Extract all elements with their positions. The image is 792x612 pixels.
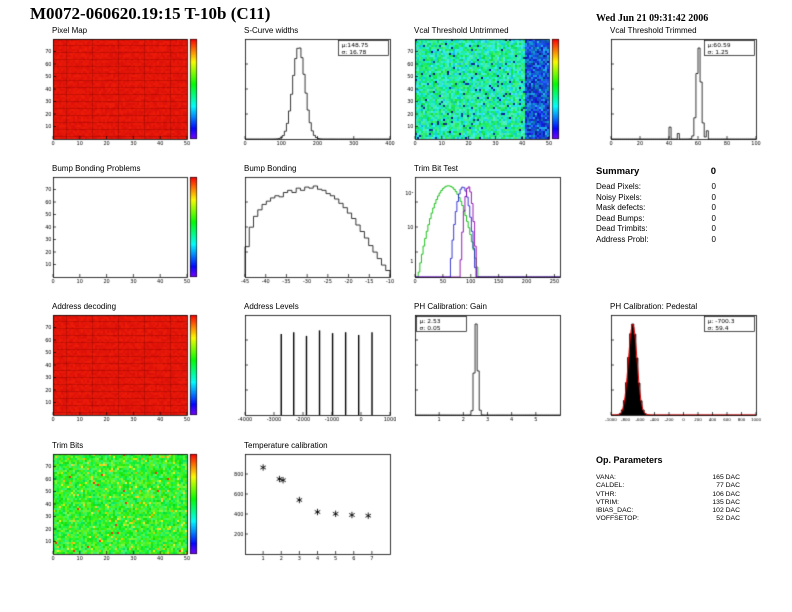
ph-calibration-pedestal-canvas [594, 312, 762, 426]
summary-row-label: Dead Pixels: [596, 182, 641, 191]
plot-title-trim-bits: Trim Bits [52, 441, 84, 450]
plot-title-bump-bonding: Bump Bonding [244, 164, 297, 173]
param-label: CALDEL: [596, 482, 625, 490]
plot-title-trim-bit-test: Trim Bit Test [414, 164, 459, 173]
bump-bonding-problems-canvas [36, 174, 204, 288]
summary-row-label: Address Probl: [596, 234, 649, 244]
plot-title-bump-bonding-problems: Bump Bonding Problems [52, 164, 141, 173]
plot-title-temperature-calibration: Temperature calibration [244, 441, 328, 450]
address-levels-canvas [228, 312, 396, 426]
param-label: VTHR: [596, 490, 617, 498]
param-label: IBIAS_DAC: [596, 507, 634, 515]
summary-row-label: Dead Bumps: [596, 213, 645, 223]
report-datetime: Wed Jun 21 09:31:42 2006 [596, 13, 709, 24]
summary-panel: Summary 0 Dead Pixels: 0 Noisy Pixels: 0 M… [596, 166, 716, 245]
param-row-voffsetop: VOFFSETOP: 52 DAC [596, 515, 740, 523]
summary-row-mask-defects: Mask defects: 0 [596, 203, 716, 214]
trim-bits-canvas [36, 451, 204, 565]
summary-row-value: 0 [711, 234, 716, 244]
op-parameters-title: Op. Parameters [596, 455, 663, 465]
plot-vcal-threshold-untrimmed: Vcal Threshold Untrimmed [398, 26, 570, 150]
plot-scurve-widths: S-Curve widths [228, 26, 400, 150]
page-title: M0072-060620.19:15 T-10b (C11) [30, 4, 271, 23]
summary-row-value: 0 [711, 182, 716, 191]
plot-address-decoding: Address decoding [36, 302, 208, 426]
op-parameters-panel: Op. Parameters VANA: 165 DAC CALDEL: 77 DA… [596, 455, 740, 524]
pixel-map-canvas [36, 36, 204, 150]
param-row-vthr: VTHR: 106 DAC [596, 491, 740, 499]
trim-bit-test-canvas [398, 174, 566, 288]
param-label: VANA: [596, 474, 616, 481]
param-row-vtrim: VTRIM: 135 DAC [596, 499, 740, 507]
summary-row-value: 0 [711, 203, 716, 212]
param-label: VTRIM: [596, 498, 620, 506]
summary-row-dead-pixels: Dead Pixels: 0 [596, 182, 716, 193]
param-row-vana: VANA: 165 DAC [596, 474, 740, 482]
plot-bump-bonding: Bump Bonding [228, 164, 400, 288]
summary-title: Summary [596, 166, 640, 177]
plot-title-address-levels: Address Levels [244, 302, 299, 311]
param-value: 135 DAC [712, 498, 740, 506]
summary-row-label: Noisy Pixels: [596, 192, 642, 202]
plot-ph-calibration-pedestal: PH Calibration: Pedestal [594, 302, 766, 426]
plot-vcal-threshold-trimmed: Vcal Threshold Trimmed [594, 26, 766, 150]
summary-row-dead-bumps: Dead Bumps: 0 [596, 214, 716, 225]
summary-row-label: Mask defects: [596, 203, 646, 212]
plot-pixel-map: Pixel Map [36, 26, 208, 150]
temperature-calibration-canvas [228, 451, 396, 565]
summary-row-address-probl: Address Probl: 0 [596, 235, 716, 246]
bump-bonding-canvas [228, 174, 396, 288]
summary-row-dead-trimbits: Dead Trimbits: 0 [596, 224, 716, 235]
param-label: VOFFSETOP: [596, 515, 639, 523]
summary-row-noisy-pixels: Noisy Pixels: 0 [596, 193, 716, 204]
param-value: 106 DAC [712, 490, 740, 498]
vcal-threshold-untrimmed-canvas [398, 36, 566, 150]
address-decoding-canvas [36, 312, 204, 426]
plot-title-ph-calibration-pedestal: PH Calibration: Pedestal [610, 302, 698, 311]
scurve-widths-canvas [228, 36, 396, 150]
plot-title-scurve-widths: S-Curve widths [244, 26, 299, 35]
plot-temperature-calibration: Temperature calibration [228, 441, 400, 565]
plot-address-levels: Address Levels [228, 302, 400, 426]
plot-title-vcal-threshold-untrimmed: Vcal Threshold Untrimmed [414, 26, 509, 35]
param-value: 102 DAC [712, 507, 740, 515]
plot-trim-bits: Trim Bits [36, 441, 208, 565]
param-value: 77 DAC [716, 482, 740, 490]
param-value: 52 DAC [716, 515, 740, 523]
summary-row-label: Dead Trimbits: [596, 224, 648, 233]
plot-ph-calibration-gain: PH Calibration: Gain [398, 302, 570, 426]
plot-title-pixel-map: Pixel Map [52, 26, 88, 35]
ph-calibration-gain-canvas [398, 312, 566, 426]
vcal-threshold-trimmed-canvas [594, 36, 762, 150]
param-row-ibias-dac: IBIAS_DAC: 102 DAC [596, 507, 740, 515]
plot-title-address-decoding: Address decoding [52, 302, 117, 311]
summary-row-value: 0 [711, 192, 716, 202]
plot-title-vcal-threshold-trimmed: Vcal Threshold Trimmed [610, 26, 697, 35]
summary-row-value: 0 [711, 213, 716, 223]
summary-total: 0 [710, 166, 716, 177]
summary-header: Summary 0 [596, 166, 716, 177]
summary-row-value: 0 [711, 224, 716, 233]
param-value: 165 DAC [712, 474, 740, 481]
plot-title-ph-calibration-gain: PH Calibration: Gain [414, 302, 487, 311]
param-row-caldel: CALDEL: 77 DAC [596, 482, 740, 490]
plot-trim-bit-test: Trim Bit Test [398, 164, 570, 288]
plot-bump-bonding-problems: Bump Bonding Problems [36, 164, 208, 288]
